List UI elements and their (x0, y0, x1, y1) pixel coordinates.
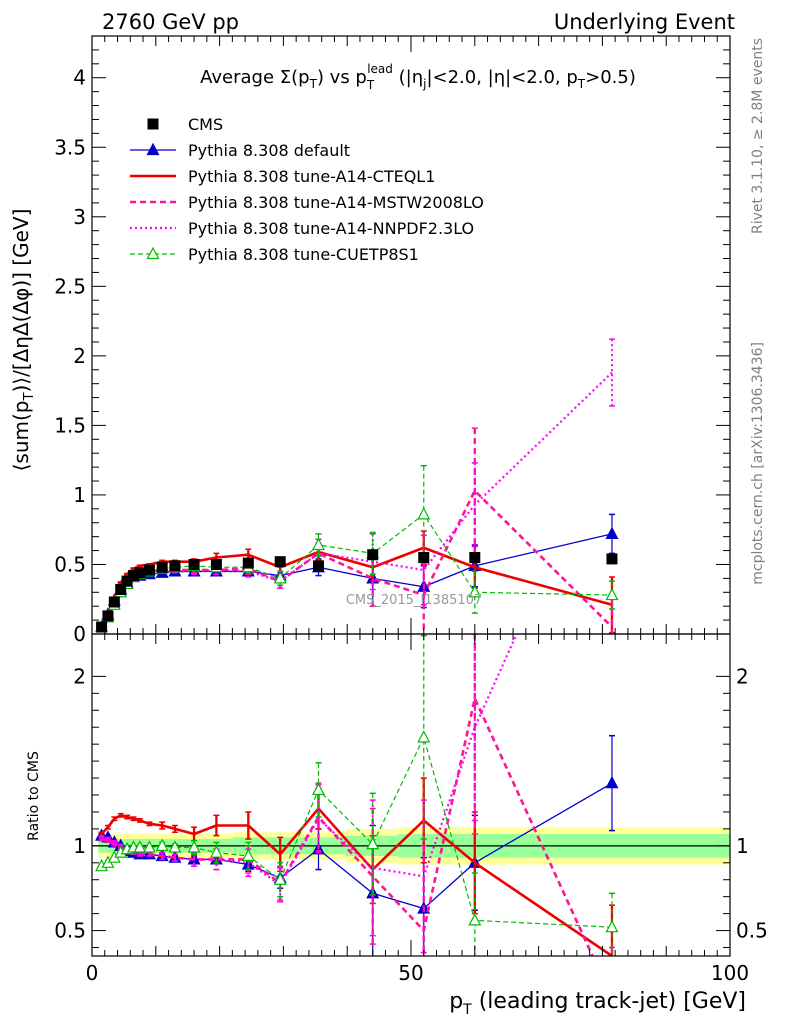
plot-title: Average Σ(pT) vs pTlead (|ηj|<2.0, |η|<2… (200, 62, 636, 92)
main-point-cuetp8s1 (468, 584, 482, 598)
main-point-cms (418, 552, 430, 564)
ratio-point-cuetp8s1 (168, 840, 182, 853)
ratio-panel-data (95, 634, 619, 956)
main-y-tick-label: 4 (73, 66, 86, 90)
legend: CMS Pythia 8.308 default Pythia 8.308 tune… (130, 115, 484, 264)
ratio-point-cuetp8s1 (468, 913, 482, 926)
main-y-tick-label: 0 (73, 622, 86, 646)
main-y-tick-label: 2 (73, 344, 86, 368)
collision-energy-label: 2760 GeV pp (102, 10, 239, 34)
main-series-cteql1 (98, 530, 615, 634)
axes: 00.511.522.533.540.5 0.51 12 20 50 100 (54, 36, 768, 985)
legend-item-cms: CMS (147, 115, 223, 134)
ratio-point-cuetp8s1 (605, 919, 619, 933)
legend-item-nnpdf: Pythia 8.308 tune-A14-NNPDF2.3LO (130, 219, 474, 238)
main-point-cms (274, 556, 286, 568)
legend-label-cms: CMS (188, 115, 223, 134)
analysis-label: Underlying Event (554, 10, 735, 34)
main-point-cms (108, 596, 120, 608)
legend-label-nnpdf: Pythia 8.308 tune-A14-NNPDF2.3LO (188, 219, 474, 238)
main-point-cms (134, 567, 146, 579)
main-point-cms (102, 610, 114, 622)
x-tick-label: 100 (711, 961, 749, 985)
ratio-point-cuetp8s1 (273, 872, 287, 885)
ratio-point-cuetp8s1 (142, 840, 156, 853)
legend-label-cuetp8s1: Pythia 8.308 tune-CUETP8S1 (188, 245, 419, 264)
ratio-point-cuetp8s1 (155, 838, 169, 851)
main-point-cms (210, 558, 222, 570)
main-point-cms (127, 570, 139, 582)
ratio-line-nnpdf (101, 634, 518, 886)
main-point-cms (367, 549, 379, 561)
main-point-cuetp8s1 (273, 571, 287, 584)
ratio-y-tick-label: 2 (73, 664, 86, 688)
legend-marker-default (146, 142, 160, 156)
ratio-axis-label: Ratio to CMS (26, 751, 42, 841)
ratio-y-tick-label-right: 2 (736, 664, 749, 688)
main-y-tick-label: 3.5 (54, 135, 86, 159)
x-tick-label: 0 (86, 961, 99, 985)
main-line-default (100, 533, 613, 628)
x-tick-label: 50 (398, 961, 423, 985)
main-point-cms (115, 583, 127, 595)
analysis-watermark: CMS_2015_I1385107 (346, 593, 482, 608)
ratio-y-tick-label-right: 1 (736, 834, 749, 858)
ratio-y-tick-label: 0.5 (54, 919, 86, 943)
rivet-version-label: Rivet 3.1.10, ≥ 2.8M events (750, 38, 766, 234)
main-y-tick-label: 1 (73, 483, 86, 507)
ratio-point-cuetp8s1 (311, 782, 325, 796)
legend-marker-cms (147, 118, 159, 130)
ratio-point-cuetp8s1 (133, 840, 147, 853)
legend-label-mstw: Pythia 8.308 tune-A14-MSTW2008LO (188, 193, 484, 212)
ratio-point-cuetp8s1 (417, 730, 431, 743)
ratio-series-mstw (98, 634, 615, 956)
main-point-cms (312, 560, 324, 572)
main-point-cms (156, 561, 168, 573)
main-line-nnpdf (100, 371, 613, 628)
main-point-cms (169, 560, 181, 572)
main-point-cms (96, 621, 108, 633)
main-point-cuetp8s1 (417, 507, 431, 520)
ratio-point-default (605, 775, 619, 789)
legend-item-cuetp8s1: Pythia 8.308 tune-CUETP8S1 (130, 245, 419, 264)
main-series-cms (96, 549, 618, 633)
ratio-y-tick-label: 1 (73, 834, 86, 858)
main-series-mstw (98, 427, 615, 634)
ratio-series-cuetp8s1 (95, 634, 619, 956)
main-point-cms (469, 552, 481, 564)
y-axis-label: ⟨sum(pT)⟩/[ΔηΔ(Δφ)] [GeV] (9, 209, 37, 472)
legend-marker-cuetp8s1 (146, 246, 160, 260)
main-y-tick-label: 1.5 (54, 413, 86, 437)
main-point-cms (143, 564, 155, 576)
legend-item-cteql1: Pythia 8.308 tune-A14-CTEQL1 (130, 167, 435, 186)
main-point-cms (242, 557, 254, 569)
main-point-cms (121, 575, 133, 587)
main-point-cuetp8s1 (605, 587, 619, 601)
legend-item-default: Pythia 8.308 default (130, 141, 350, 160)
legend-item-mstw: Pythia 8.308 tune-A14-MSTW2008LO (130, 193, 484, 212)
legend-label-default: Pythia 8.308 default (188, 141, 350, 160)
ratio-point-cuetp8s1 (366, 836, 380, 850)
main-point-cms (606, 553, 618, 565)
main-point-cms (188, 558, 200, 570)
legend-label-cteql1: Pythia 8.308 tune-A14-CTEQL1 (188, 167, 435, 186)
ratio-y-tick-label-right: 0.5 (736, 919, 768, 943)
ratio-panel-frame (91, 633, 731, 957)
mcplots-label: mcplots.cern.ch [arXiv:1306.3436] (750, 342, 766, 585)
ratio-point-cuetp8s1 (187, 840, 201, 853)
main-point-default (605, 526, 619, 539)
main-panel-data (95, 338, 619, 634)
ratio-series-cteql1 (98, 777, 615, 956)
main-y-tick-label: 0.5 (54, 552, 86, 576)
ratio-point-cuetp8s1 (209, 845, 223, 858)
main-y-tick-label: 2.5 (54, 274, 86, 298)
main-y-tick-label: 3 (73, 205, 86, 229)
main-point-cuetp8s1 (311, 537, 325, 551)
ratio-point-cuetp8s1 (241, 848, 255, 862)
x-axis-label: pT (leading track-jet) [GeV] (449, 989, 746, 1018)
